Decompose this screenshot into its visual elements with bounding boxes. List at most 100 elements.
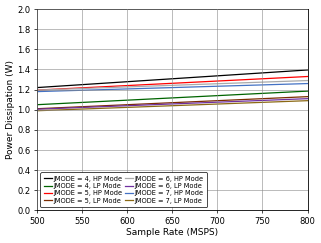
JMODE = 6, LP Mode [161, 103, 165, 106]
JMODE = 4, HP Mode [89, 83, 93, 86]
JMODE = 5, LP Mode [233, 98, 237, 101]
JMODE = 5, LP Mode [306, 95, 309, 98]
JMODE = 4, HP Mode [107, 81, 111, 84]
JMODE = 7, HP Mode [89, 88, 93, 91]
Line: JMODE = 7, HP Mode: JMODE = 7, HP Mode [37, 84, 308, 92]
JMODE = 6, HP Mode [306, 79, 309, 82]
JMODE = 4, HP Mode [35, 86, 39, 89]
JMODE = 4, LP Mode [89, 101, 93, 104]
JMODE = 4, LP Mode [161, 97, 165, 100]
JMODE = 4, HP Mode [53, 85, 57, 88]
JMODE = 7, HP Mode [251, 84, 255, 87]
JMODE = 5, HP Mode [161, 82, 165, 85]
JMODE = 7, HP Mode [35, 90, 39, 93]
JMODE = 5, LP Mode [35, 107, 39, 110]
JMODE = 7, LP Mode [179, 104, 183, 107]
JMODE = 6, HP Mode [125, 86, 129, 88]
JMODE = 7, HP Mode [215, 85, 219, 88]
JMODE = 7, LP Mode [125, 106, 129, 109]
JMODE = 4, LP Mode [197, 95, 201, 98]
Legend: JMODE = 4, HP Mode, JMODE = 4, LP Mode, JMODE = 5, HP Mode, JMODE = 5, LP Mode, : JMODE = 4, HP Mode, JMODE = 4, LP Mode, … [40, 173, 207, 207]
JMODE = 5, HP Mode [288, 76, 291, 79]
Line: JMODE = 4, HP Mode: JMODE = 4, HP Mode [37, 70, 308, 87]
JMODE = 5, HP Mode [215, 80, 219, 83]
JMODE = 7, HP Mode [179, 86, 183, 89]
JMODE = 7, LP Mode [71, 108, 75, 111]
Line: JMODE = 6, HP Mode: JMODE = 6, HP Mode [37, 80, 308, 90]
JMODE = 7, LP Mode [107, 107, 111, 110]
JMODE = 4, HP Mode [71, 84, 75, 87]
JMODE = 7, HP Mode [53, 90, 57, 93]
JMODE = 4, HP Mode [125, 80, 129, 83]
JMODE = 6, LP Mode [270, 99, 273, 102]
JMODE = 5, HP Mode [71, 87, 75, 90]
JMODE = 6, HP Mode [270, 80, 273, 83]
JMODE = 7, LP Mode [215, 103, 219, 105]
JMODE = 5, HP Mode [233, 79, 237, 82]
JMODE = 4, HP Mode [179, 77, 183, 80]
JMODE = 5, HP Mode [143, 83, 147, 86]
JMODE = 4, LP Mode [288, 91, 291, 94]
JMODE = 5, LP Mode [179, 101, 183, 104]
JMODE = 4, LP Mode [306, 90, 309, 93]
JMODE = 6, LP Mode [143, 104, 147, 106]
JMODE = 6, HP Mode [161, 84, 165, 87]
JMODE = 4, HP Mode [270, 71, 273, 74]
JMODE = 4, LP Mode [53, 102, 57, 105]
JMODE = 6, HP Mode [89, 87, 93, 90]
JMODE = 6, HP Mode [107, 86, 111, 89]
JMODE = 5, LP Mode [89, 105, 93, 108]
JMODE = 7, LP Mode [288, 100, 291, 103]
JMODE = 6, HP Mode [53, 88, 57, 91]
JMODE = 4, LP Mode [143, 98, 147, 101]
X-axis label: Sample Rate (MSPS): Sample Rate (MSPS) [126, 228, 218, 237]
JMODE = 6, HP Mode [288, 80, 291, 83]
JMODE = 6, LP Mode [53, 107, 57, 110]
JMODE = 7, LP Mode [161, 104, 165, 107]
JMODE = 7, HP Mode [107, 88, 111, 91]
JMODE = 5, LP Mode [270, 97, 273, 100]
JMODE = 5, HP Mode [53, 88, 57, 91]
JMODE = 5, HP Mode [306, 75, 309, 78]
Line: JMODE = 7, LP Mode: JMODE = 7, LP Mode [37, 101, 308, 111]
JMODE = 6, LP Mode [197, 101, 201, 104]
JMODE = 6, HP Mode [197, 83, 201, 86]
JMODE = 4, HP Mode [215, 74, 219, 77]
JMODE = 4, HP Mode [161, 78, 165, 81]
JMODE = 4, LP Mode [251, 92, 255, 95]
Line: JMODE = 4, LP Mode: JMODE = 4, LP Mode [37, 91, 308, 105]
JMODE = 4, HP Mode [251, 72, 255, 75]
JMODE = 6, LP Mode [233, 100, 237, 103]
JMODE = 6, LP Mode [107, 105, 111, 108]
JMODE = 6, LP Mode [215, 101, 219, 104]
JMODE = 5, HP Mode [270, 77, 273, 80]
JMODE = 6, LP Mode [71, 106, 75, 109]
JMODE = 4, LP Mode [215, 94, 219, 97]
JMODE = 6, HP Mode [71, 87, 75, 90]
JMODE = 5, LP Mode [71, 106, 75, 109]
JMODE = 4, LP Mode [233, 93, 237, 96]
JMODE = 6, HP Mode [35, 89, 39, 92]
JMODE = 5, LP Mode [143, 103, 147, 105]
JMODE = 7, LP Mode [306, 99, 309, 102]
JMODE = 4, HP Mode [288, 70, 291, 73]
JMODE = 6, LP Mode [306, 97, 309, 100]
JMODE = 7, LP Mode [53, 109, 57, 112]
JMODE = 5, LP Mode [288, 96, 291, 99]
JMODE = 7, LP Mode [89, 107, 93, 110]
JMODE = 4, LP Mode [71, 101, 75, 104]
JMODE = 6, LP Mode [288, 98, 291, 101]
JMODE = 7, HP Mode [306, 82, 309, 85]
JMODE = 4, LP Mode [125, 99, 129, 102]
JMODE = 5, HP Mode [107, 85, 111, 88]
JMODE = 4, HP Mode [143, 79, 147, 82]
JMODE = 5, LP Mode [125, 103, 129, 106]
JMODE = 6, HP Mode [143, 85, 147, 88]
JMODE = 4, LP Mode [107, 100, 111, 103]
JMODE = 7, LP Mode [35, 109, 39, 112]
JMODE = 6, LP Mode [89, 106, 93, 109]
JMODE = 6, LP Mode [179, 102, 183, 105]
JMODE = 7, HP Mode [270, 83, 273, 86]
JMODE = 7, HP Mode [125, 87, 129, 90]
JMODE = 4, LP Mode [179, 96, 183, 99]
